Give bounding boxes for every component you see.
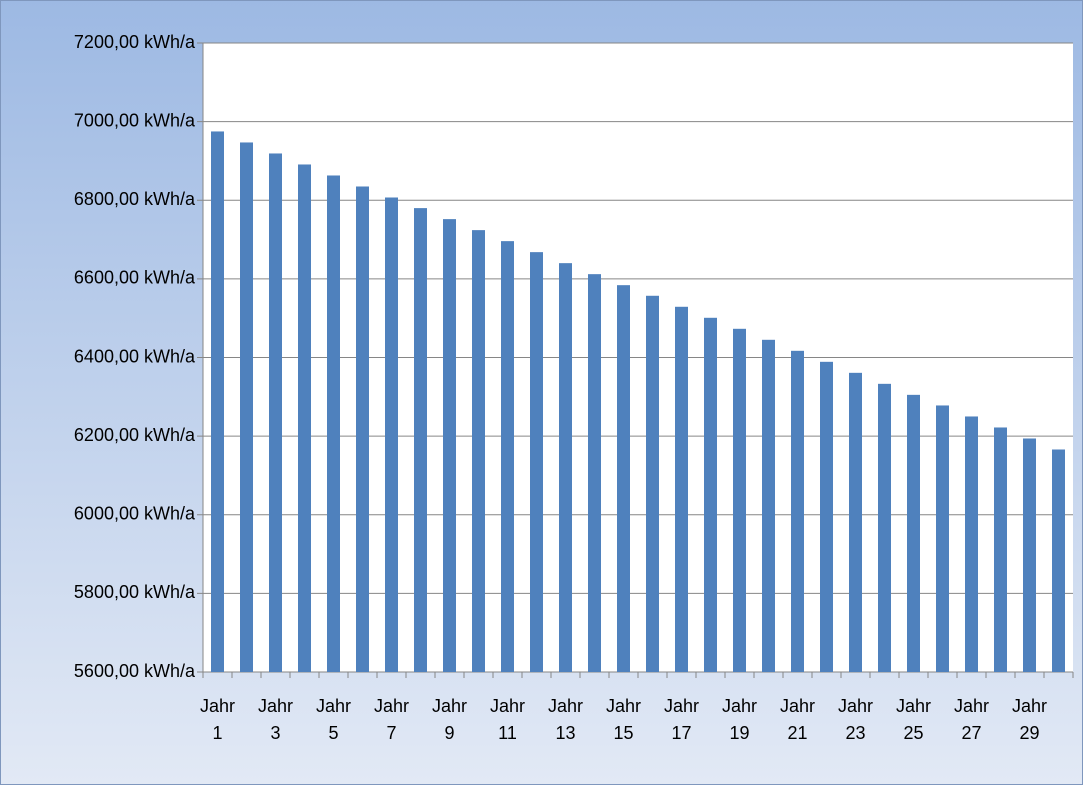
x-tick-label: Jahr 15	[606, 696, 641, 743]
bar	[269, 153, 282, 672]
x-tick-label: Jahr 11	[490, 696, 525, 743]
bar	[298, 164, 311, 672]
x-tick-label: Jahr 9	[432, 696, 467, 743]
y-tick-label: 6400,00 kWh/a	[74, 346, 196, 366]
bar	[472, 230, 485, 672]
bar	[994, 427, 1007, 672]
x-tick-label: Jahr 29	[1012, 696, 1047, 743]
y-tick-label: 7200,00 kWh/a	[74, 32, 196, 52]
x-tick-label: Jahr 7	[374, 696, 409, 743]
y-tick-label: 6000,00 kWh/a	[74, 504, 196, 524]
bar	[733, 328, 746, 672]
bar	[211, 131, 224, 672]
y-tick-label: 7000,00 kWh/a	[74, 110, 196, 130]
bar	[1052, 449, 1065, 672]
bar	[675, 306, 688, 672]
x-tick-label: Jahr 13	[548, 696, 583, 743]
y-tick-label: 6200,00 kWh/a	[74, 425, 196, 445]
bar	[965, 416, 978, 672]
bar	[791, 350, 804, 672]
x-tick-label: Jahr 27	[954, 696, 989, 743]
bar	[907, 394, 920, 672]
x-tick-label: Jahr 1	[200, 696, 235, 743]
bar	[704, 317, 717, 672]
x-tick-label: Jahr 19	[722, 696, 757, 743]
bar	[240, 142, 253, 672]
x-tick-label: Jahr 17	[664, 696, 699, 743]
bar	[385, 197, 398, 673]
bar	[530, 252, 543, 672]
bar	[559, 263, 572, 672]
y-tick-label: 6800,00 kWh/a	[74, 189, 196, 209]
x-tick-label: Jahr 21	[780, 696, 815, 743]
x-tick-label: Jahr 3	[258, 696, 293, 743]
bar	[646, 295, 659, 672]
bar	[878, 383, 891, 672]
bar	[617, 285, 630, 672]
bar	[443, 219, 456, 672]
x-tick-label: Jahr 25	[896, 696, 931, 743]
bar	[588, 274, 601, 672]
y-tick-label: 6600,00 kWh/a	[74, 268, 196, 288]
x-tick-label: Jahr 23	[838, 696, 873, 743]
y-tick-label: 5800,00 kWh/a	[74, 582, 196, 602]
bar	[414, 208, 427, 673]
bar	[849, 372, 862, 672]
bar	[501, 241, 514, 672]
y-tick-label: 5600,00 kWh/a	[74, 661, 196, 681]
bar	[327, 175, 340, 672]
bar	[762, 339, 775, 672]
bar	[356, 186, 369, 672]
x-tick-label: Jahr 5	[316, 696, 351, 743]
bar	[936, 405, 949, 672]
bar	[1023, 438, 1036, 672]
bar	[820, 361, 833, 672]
